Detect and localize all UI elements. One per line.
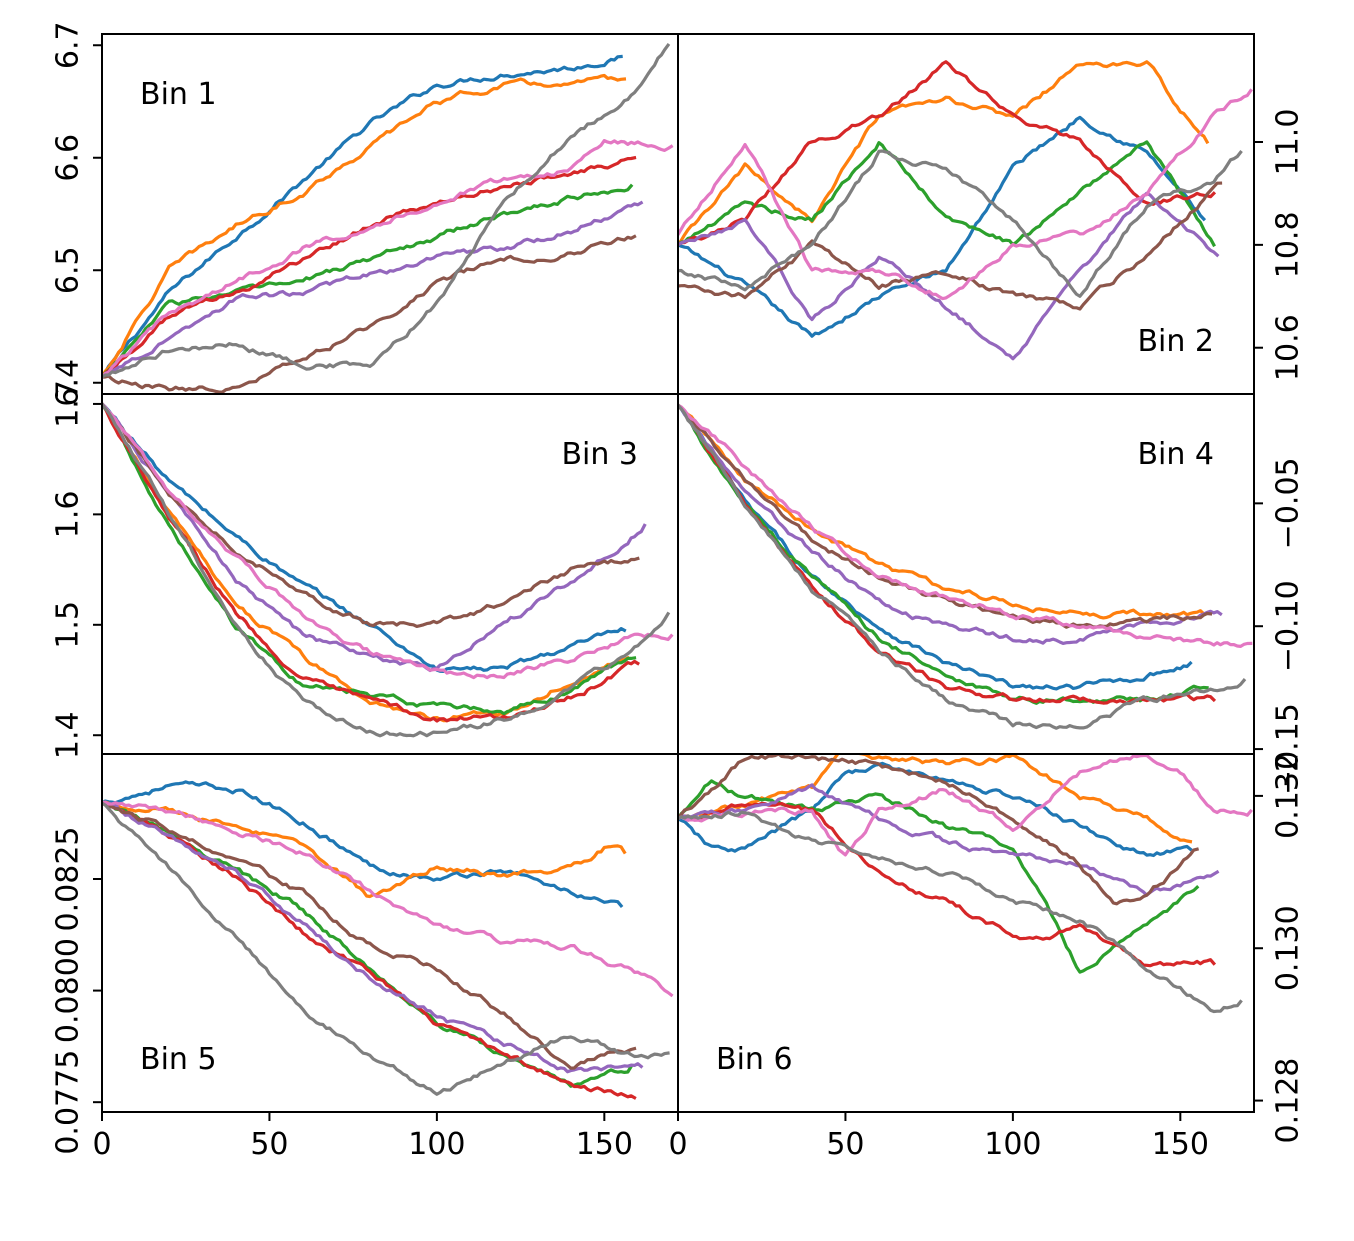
panel-6-lines — [678, 754, 1253, 1014]
bin-label: Bin 6 — [716, 1042, 793, 1077]
y-tick-label: 0.0825 — [51, 826, 86, 931]
series-line-3 — [102, 183, 634, 380]
bin-label: Bin 2 — [1137, 324, 1214, 359]
series-line-3 — [678, 140, 1216, 248]
series-line-7 — [678, 403, 1253, 648]
series-line-6 — [102, 234, 637, 394]
y-tick-label: 10.8 — [1271, 211, 1306, 278]
series-line-1 — [102, 780, 624, 909]
series-line-2 — [102, 401, 630, 723]
y-tick-label: 0.132 — [1271, 753, 1306, 839]
series-line-2 — [678, 403, 1207, 620]
bin-label: Bin 5 — [140, 1042, 217, 1077]
y-tick-label: 10.6 — [1271, 314, 1306, 381]
panel-3-lines — [102, 401, 674, 738]
y-tick-label: 1.6 — [51, 491, 86, 539]
y-tick-label: 6.4 — [51, 359, 86, 407]
panel-4-lines — [678, 402, 1253, 730]
series-line-1 — [678, 761, 1193, 858]
x-tick-label: 100 — [984, 1127, 1041, 1162]
panel-2-lines — [678, 60, 1253, 361]
series-line-7 — [678, 754, 1253, 857]
series-line-7 — [102, 139, 674, 380]
y-tick-label: 6.7 — [51, 21, 86, 69]
series-line-6 — [678, 754, 1200, 906]
y-tick-label: 0.130 — [1271, 905, 1306, 991]
y-tick-label: 11.0 — [1271, 109, 1306, 176]
series-line-8 — [102, 801, 670, 1096]
panel-6-frame — [677, 753, 1255, 1113]
panel-5: 0.0775 0.0800 0.0825 0 50 100 150 Bin 5 — [51, 753, 679, 1162]
y-tick-label: −0.10 — [1271, 580, 1306, 672]
x-tick-label: 0 — [92, 1127, 111, 1162]
panels-layer: 6.4 6.5 6.6 6.7 Bin 1 10.6 10.8 11.0 Bin 2 1.4 1.5… — [51, 21, 1306, 1162]
y-tick-label: 0.0800 — [51, 938, 86, 1043]
panel-1: 6.4 6.5 6.6 6.7 Bin 1 — [51, 21, 679, 407]
series-line-2 — [102, 73, 627, 380]
series-line-6 — [678, 181, 1223, 311]
series-line-5 — [102, 200, 644, 380]
series-line-7 — [678, 88, 1253, 301]
series-line-4 — [102, 801, 637, 1100]
y-tick-label: 0.128 — [1271, 1058, 1306, 1144]
panel-1-lines — [102, 42, 674, 394]
y-tick-label: 0.0775 — [51, 1050, 86, 1155]
bin-label: Bin 3 — [561, 437, 638, 472]
panel-6: 0.128 0.130 0.132 0 50 100 150 Bin 6 — [668, 753, 1306, 1162]
y-tick-label: 6.6 — [51, 134, 86, 182]
x-tick-label: 100 — [408, 1127, 465, 1162]
y-tick-label: −0.05 — [1271, 457, 1306, 549]
series-line-8 — [102, 401, 671, 738]
y-tick-label: 1.5 — [51, 601, 86, 649]
series-line-8 — [678, 149, 1243, 298]
y-tick-label: 1.7 — [51, 380, 86, 428]
series-line-5 — [678, 402, 1223, 645]
series-line-6 — [102, 801, 637, 1070]
series-line-4 — [678, 60, 1217, 247]
series-line-7 — [102, 800, 674, 998]
series-line-5 — [102, 801, 644, 1074]
y-tick-label: 6.5 — [51, 246, 86, 294]
series-line-3 — [678, 779, 1200, 974]
series-line-5 — [102, 401, 647, 673]
series-line-8 — [102, 42, 671, 379]
panel-4: −0.15 −0.10 −0.05 Bin 4 — [677, 393, 1306, 795]
x-tick-label: 150 — [1152, 1127, 1209, 1162]
series-line-8 — [678, 402, 1247, 730]
panel-5-lines — [102, 780, 674, 1100]
series-line-1 — [678, 115, 1207, 338]
y-tick-label: 1.4 — [51, 711, 86, 759]
bin-label: Bin 4 — [1137, 437, 1214, 472]
panel-3: 1.4 1.5 1.6 1.7 Bin 3 — [51, 380, 679, 759]
series-line-6 — [102, 401, 640, 628]
series-line-5 — [678, 783, 1220, 897]
panel-2: 10.6 10.8 11.0 Bin 2 — [677, 33, 1306, 395]
series-line-7 — [102, 401, 674, 680]
x-tick-label: 50 — [250, 1127, 288, 1162]
x-tick-label: 50 — [826, 1127, 864, 1162]
series-line-5 — [678, 191, 1220, 361]
series-line-3 — [102, 401, 637, 716]
bin-label: Bin 1 — [140, 77, 217, 112]
series-line-1 — [102, 54, 623, 380]
series-line-8 — [678, 810, 1243, 1014]
y-tick-label: −0.15 — [1271, 703, 1306, 795]
x-tick-label: 150 — [576, 1127, 633, 1162]
x-tick-label: 0 — [668, 1127, 687, 1162]
